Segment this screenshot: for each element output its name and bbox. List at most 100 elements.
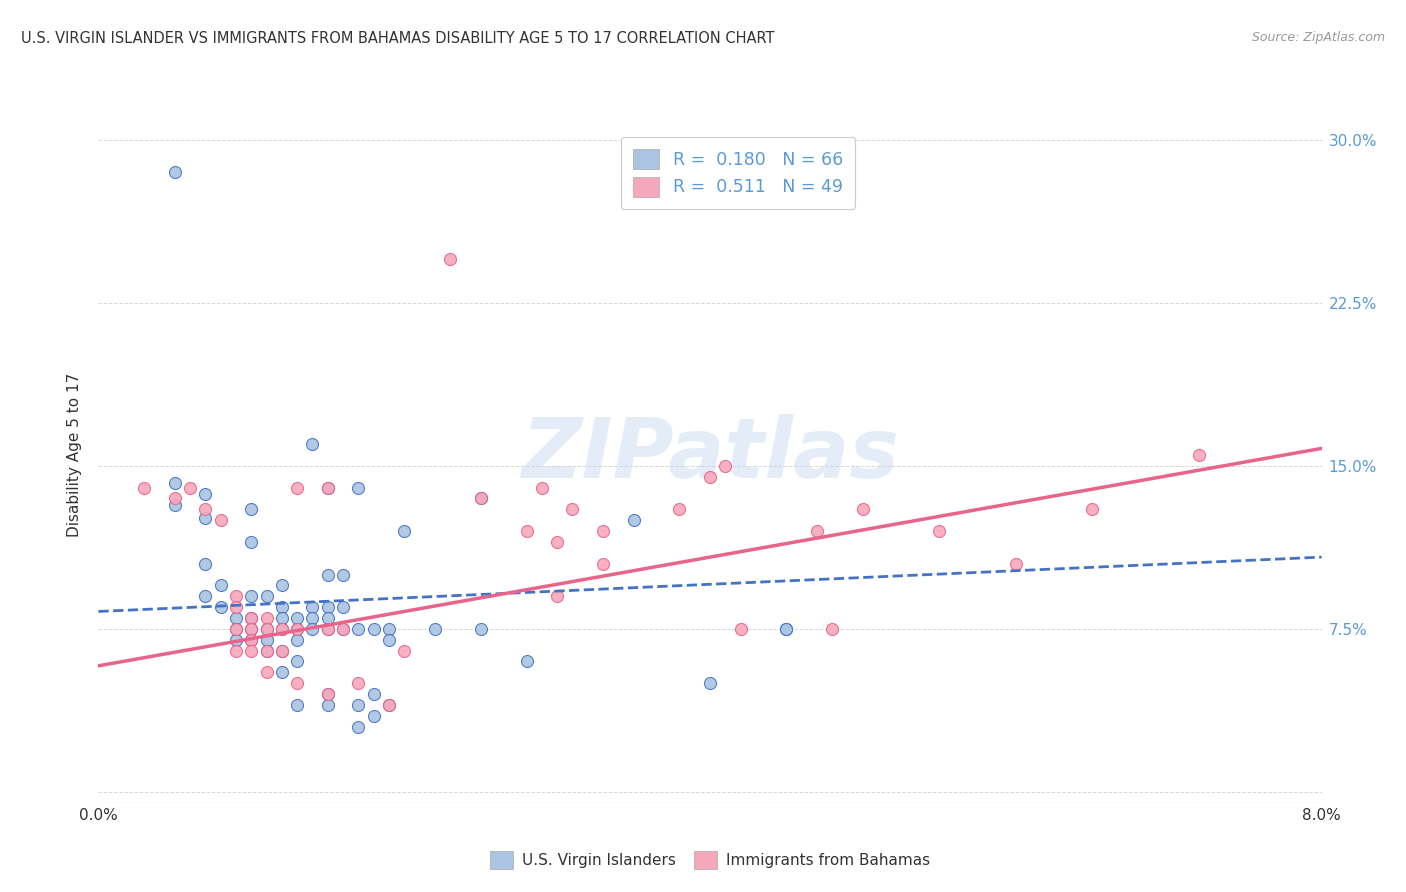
Point	[347, 622, 370, 636]
Point	[225, 643, 247, 657]
Point	[256, 643, 278, 657]
Point	[301, 611, 323, 625]
Point	[194, 557, 217, 571]
Point	[225, 632, 247, 647]
Point	[194, 511, 217, 525]
Point	[163, 498, 186, 512]
Point	[1188, 448, 1211, 462]
Point	[423, 622, 446, 636]
Point	[256, 611, 278, 625]
Point	[163, 491, 186, 506]
Point	[285, 611, 308, 625]
Point	[301, 437, 323, 451]
Point	[163, 165, 186, 179]
Point	[301, 622, 323, 636]
Point	[270, 643, 294, 657]
Point	[516, 655, 538, 669]
Point	[699, 469, 721, 483]
Point	[256, 622, 278, 636]
Point	[270, 665, 294, 680]
Point	[439, 252, 461, 267]
Point	[530, 481, 553, 495]
Point	[316, 622, 339, 636]
Point	[392, 524, 416, 538]
Point	[730, 622, 752, 636]
Point	[225, 600, 247, 615]
Point	[225, 622, 247, 636]
Point	[270, 622, 294, 636]
Point	[623, 513, 645, 527]
Point	[225, 622, 247, 636]
Point	[270, 643, 294, 657]
Point	[225, 589, 247, 603]
Point	[194, 487, 217, 501]
Point	[194, 502, 217, 516]
Point	[209, 513, 232, 527]
Point	[347, 481, 370, 495]
Point	[378, 632, 401, 647]
Point	[378, 698, 401, 712]
Point	[378, 698, 401, 712]
Point	[316, 687, 339, 701]
Point	[240, 589, 263, 603]
Point	[714, 458, 737, 473]
Point	[516, 524, 538, 538]
Point	[256, 665, 278, 680]
Point	[240, 534, 263, 549]
Point	[775, 622, 797, 636]
Point	[270, 600, 294, 615]
Legend: U.S. Virgin Islanders, Immigrants from Bahamas: U.S. Virgin Islanders, Immigrants from B…	[484, 846, 936, 875]
Point	[316, 698, 339, 712]
Point	[240, 502, 263, 516]
Point	[470, 491, 492, 506]
Point	[668, 502, 690, 516]
Point	[332, 622, 354, 636]
Point	[316, 687, 339, 701]
Point	[240, 643, 263, 657]
Point	[470, 622, 492, 636]
Point	[332, 567, 354, 582]
Point	[363, 687, 385, 701]
Point	[301, 600, 323, 615]
Point	[332, 622, 354, 636]
Point	[240, 611, 263, 625]
Point	[378, 622, 401, 636]
Point	[347, 676, 370, 690]
Point	[347, 720, 370, 734]
Point	[316, 600, 339, 615]
Point	[285, 632, 308, 647]
Point	[928, 524, 950, 538]
Text: U.S. VIRGIN ISLANDER VS IMMIGRANTS FROM BAHAMAS DISABILITY AGE 5 TO 17 CORRELATI: U.S. VIRGIN ISLANDER VS IMMIGRANTS FROM …	[21, 31, 775, 46]
Point	[209, 578, 232, 592]
Point	[225, 611, 247, 625]
Point	[592, 557, 614, 571]
Point	[316, 481, 339, 495]
Point	[470, 491, 492, 506]
Point	[285, 698, 308, 712]
Point	[270, 578, 294, 592]
Point	[285, 676, 308, 690]
Point	[561, 502, 583, 516]
Point	[256, 622, 278, 636]
Point	[285, 622, 308, 636]
Point	[256, 589, 278, 603]
Point	[392, 643, 416, 657]
Text: Source: ZipAtlas.com: Source: ZipAtlas.com	[1251, 31, 1385, 45]
Point	[1004, 557, 1026, 571]
Point	[240, 632, 263, 647]
Point	[316, 481, 339, 495]
Point	[256, 643, 278, 657]
Point	[316, 622, 339, 636]
Point	[270, 611, 294, 625]
Point	[285, 481, 308, 495]
Point	[240, 632, 263, 647]
Point	[270, 622, 294, 636]
Point	[852, 502, 875, 516]
Point	[134, 481, 156, 495]
Point	[1081, 502, 1104, 516]
Point	[363, 708, 385, 723]
Point	[316, 611, 339, 625]
Point	[546, 534, 568, 549]
Point	[546, 589, 568, 603]
Text: ZIPatlas: ZIPatlas	[522, 415, 898, 495]
